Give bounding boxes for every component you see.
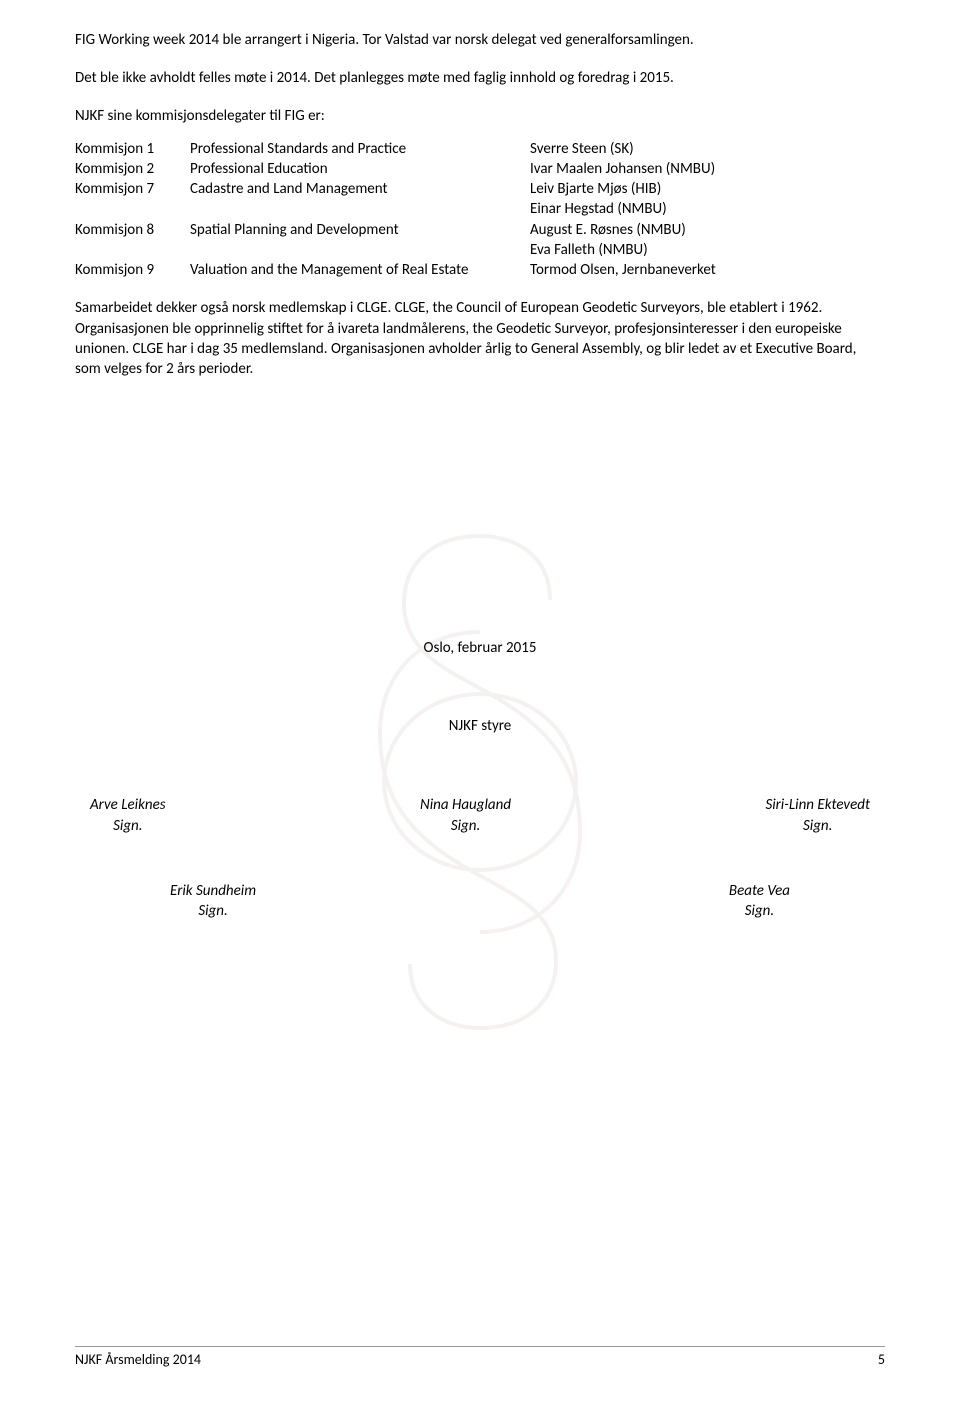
paragraph-meeting: Det ble ikke avholdt felles møte i 2014.… bbox=[75, 68, 885, 88]
signature-name: Erik Sundheim bbox=[170, 881, 256, 901]
table-row: Kommisjon 8 Spatial Planning and Develop… bbox=[75, 220, 885, 240]
cell-topic: Valuation and the Management of Real Est… bbox=[190, 260, 530, 280]
signature-name: Nina Haugland bbox=[420, 795, 511, 815]
table-row: Kommisjon 7 Cadastre and Land Management… bbox=[75, 179, 885, 199]
signature-sign: Sign. bbox=[765, 816, 870, 836]
paragraph-fig-week: FIG Working week 2014 ble arrangert i Ni… bbox=[75, 30, 885, 50]
heading-delegates: NJKF sine kommisjonsdelegater til FIG er… bbox=[75, 107, 885, 125]
table-row: Eva Falleth (NMBU) bbox=[75, 240, 885, 260]
footer-title: NJKF Årsmelding 2014 bbox=[75, 1351, 201, 1368]
signature-row-2: Erik Sundheim Sign. Beate Vea Sign. bbox=[75, 881, 885, 922]
paragraph-clge: Samarbeidet dekker også norsk medlemskap… bbox=[75, 298, 885, 379]
signature-block: Erik Sundheim Sign. bbox=[170, 881, 256, 922]
signature-sign: Sign. bbox=[170, 901, 256, 921]
cell-person: Leiv Bjarte Mjøs (HIB) bbox=[530, 179, 885, 199]
table-row: Kommisjon 2 Professional Education Ivar … bbox=[75, 159, 885, 179]
signature-block: Siri-Linn Ektevedt Sign. bbox=[765, 795, 870, 836]
signature-block: Arve Leiknes Sign. bbox=[90, 795, 166, 836]
cell-person: Tormod Olsen, Jernbaneverket bbox=[530, 260, 885, 280]
signature-name: Siri-Linn Ektevedt bbox=[765, 795, 870, 815]
page-footer: NJKF Årsmelding 2014 5 bbox=[75, 1346, 885, 1368]
commission-table: Kommisjon 1 Professional Standards and P… bbox=[75, 139, 885, 281]
cell-person: Eva Falleth (NMBU) bbox=[530, 240, 885, 260]
board-label: NJKF styre bbox=[75, 717, 885, 735]
table-row: Kommisjon 1 Professional Standards and P… bbox=[75, 139, 885, 159]
cell-topic: Professional Standards and Practice bbox=[190, 139, 530, 159]
cell-topic: Professional Education bbox=[190, 159, 530, 179]
signature-name: Beate Vea bbox=[729, 881, 790, 901]
cell-commission: Kommisjon 8 bbox=[75, 220, 190, 240]
cell-topic bbox=[190, 240, 530, 260]
signature-sign: Sign. bbox=[729, 901, 790, 921]
cell-person: Einar Hegstad (NMBU) bbox=[530, 199, 885, 219]
signature-sign: Sign. bbox=[420, 816, 511, 836]
cell-commission: Kommisjon 2 bbox=[75, 159, 190, 179]
cell-topic: Spatial Planning and Development bbox=[190, 220, 530, 240]
cell-commission: Kommisjon 9 bbox=[75, 260, 190, 280]
signature-block: Beate Vea Sign. bbox=[729, 881, 790, 922]
cell-topic bbox=[190, 199, 530, 219]
watermark-section-symbol bbox=[270, 520, 690, 1040]
footer-page-number: 5 bbox=[878, 1351, 885, 1368]
cell-person: Sverre Steen (SK) bbox=[530, 139, 885, 159]
date-place: Oslo, februar 2015 bbox=[75, 639, 885, 657]
cell-topic: Cadastre and Land Management bbox=[190, 179, 530, 199]
table-row: Einar Hegstad (NMBU) bbox=[75, 199, 885, 219]
cell-commission: Kommisjon 1 bbox=[75, 139, 190, 159]
cell-commission bbox=[75, 199, 190, 219]
signature-name: Arve Leiknes bbox=[90, 795, 166, 815]
cell-commission: Kommisjon 7 bbox=[75, 179, 190, 199]
signature-row-1: Arve Leiknes Sign. Nina Haugland Sign. S… bbox=[75, 795, 885, 836]
table-row: Kommisjon 9 Valuation and the Management… bbox=[75, 260, 885, 280]
signature-block: Nina Haugland Sign. bbox=[420, 795, 511, 836]
signature-sign: Sign. bbox=[90, 816, 166, 836]
cell-person: Ivar Maalen Johansen (NMBU) bbox=[530, 159, 885, 179]
cell-person: August E. Røsnes (NMBU) bbox=[530, 220, 885, 240]
cell-commission bbox=[75, 240, 190, 260]
